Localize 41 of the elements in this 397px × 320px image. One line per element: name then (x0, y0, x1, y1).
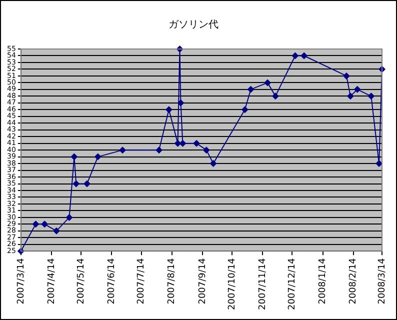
chart-title: ガソリン代 (168, 20, 218, 31)
point (165, 106, 172, 114)
point (241, 106, 248, 114)
point (272, 92, 279, 100)
point (354, 86, 361, 93)
point (300, 52, 308, 60)
point (368, 92, 375, 100)
point (174, 140, 182, 147)
x-tick-label: 2007/12/14 (288, 258, 298, 310)
point (292, 52, 299, 60)
point (119, 146, 126, 154)
x-tick-label: 2007/6/14 (107, 258, 118, 304)
x-tick-label: 2008/2/14 (348, 258, 359, 304)
point (70, 153, 78, 160)
point (94, 153, 102, 160)
point (52, 227, 60, 234)
point (346, 92, 354, 100)
point (247, 86, 254, 93)
point (179, 140, 186, 147)
x-tick-label: 2007/7/14 (136, 258, 147, 304)
x-tick-label: 2007/11/14 (258, 258, 268, 310)
point (156, 146, 163, 154)
x-tick-label: 2008/1/14 (318, 258, 328, 304)
point (342, 72, 350, 80)
point (210, 160, 217, 168)
x-tick-label: 2007/10/14 (227, 258, 238, 310)
point (41, 220, 48, 228)
point (32, 220, 40, 228)
x-tick-label: 2007/3/14 (16, 258, 26, 304)
point (264, 79, 272, 86)
x-tick-label: 2008/3/14 (377, 258, 388, 304)
x-tick-label: 2007/8/14 (167, 258, 178, 304)
x-tick-label: 2007/4/14 (46, 258, 57, 304)
point (84, 180, 91, 188)
point (177, 99, 184, 106)
point (202, 146, 210, 154)
point (66, 214, 73, 221)
x-tick-label: 2007/5/14 (76, 258, 86, 304)
x-tick-label: 2007/9/14 (198, 258, 208, 304)
point (193, 140, 200, 147)
point (72, 180, 80, 188)
